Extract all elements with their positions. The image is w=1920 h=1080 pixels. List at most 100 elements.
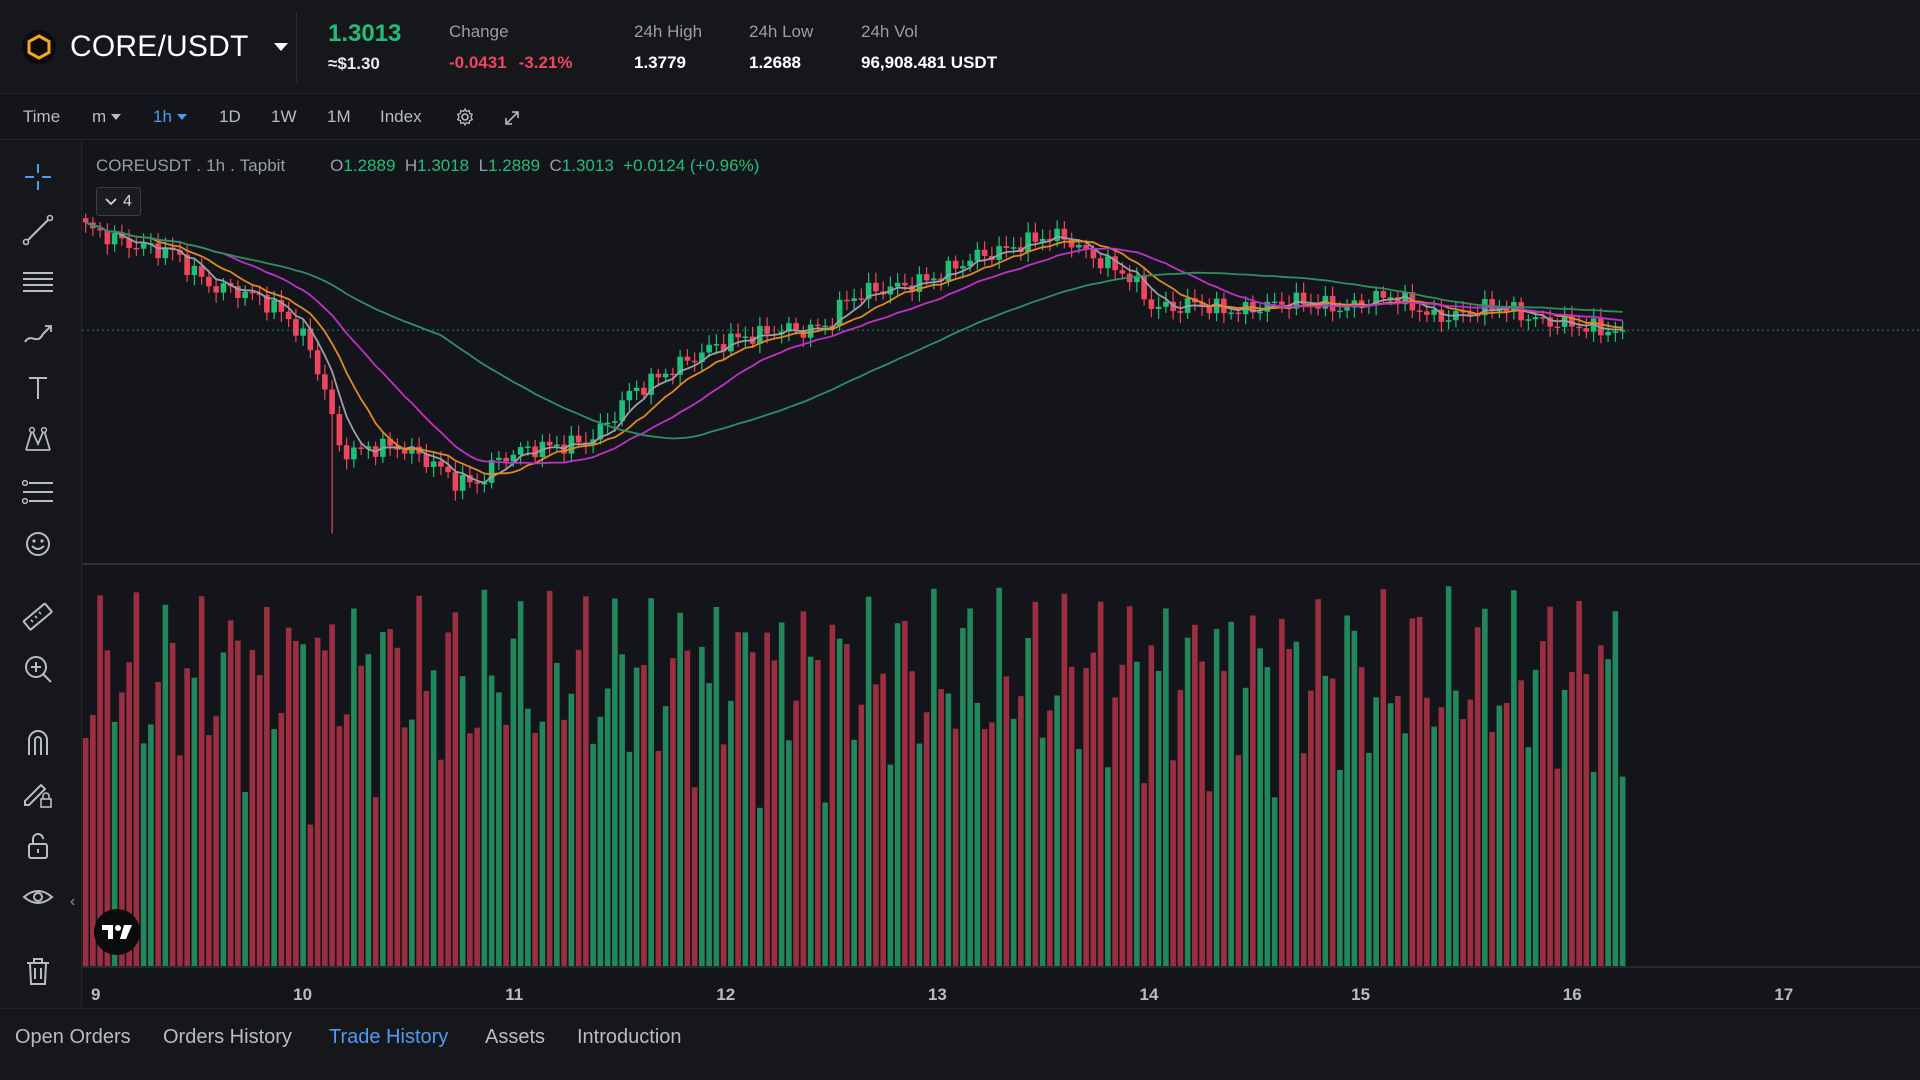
- tab-assets[interactable]: Assets: [485, 1026, 546, 1048]
- volume-bar: [307, 824, 314, 966]
- brush-tool[interactable]: [18, 315, 58, 355]
- settings-gear-icon[interactable]: [455, 107, 475, 127]
- volume-bar: [865, 596, 872, 966]
- candle-body: [938, 278, 944, 281]
- volume-bar: [1199, 661, 1205, 966]
- volume-bar: [1192, 624, 1198, 966]
- candle-body: [503, 457, 509, 462]
- emoji-icon: [26, 532, 50, 556]
- visibility-tool[interactable]: [18, 878, 58, 918]
- volume-bar: [351, 608, 357, 966]
- volume-bar: [1003, 676, 1010, 966]
- volume-bar: [314, 637, 321, 966]
- volume-bar: [438, 759, 444, 966]
- candle-body: [1532, 317, 1539, 320]
- candle-body: [1438, 309, 1445, 322]
- candle-body: [1090, 249, 1097, 259]
- candle-body: [1554, 326, 1561, 329]
- volume-bar: [1228, 621, 1234, 966]
- horizontal-lines-tool[interactable]: [18, 262, 58, 302]
- volume-bar: [960, 627, 966, 966]
- volume-bar: [1148, 645, 1155, 966]
- candle-body: [1540, 317, 1546, 319]
- emoji-tool[interactable]: [18, 524, 58, 564]
- volume-bar: [1039, 737, 1046, 966]
- lock-drawing-icon: [24, 783, 52, 808]
- volume-bar: [1518, 680, 1524, 966]
- tab-introduction[interactable]: Introduction: [577, 1026, 682, 1048]
- interval-time[interactable]: Time: [23, 107, 60, 127]
- volume-bar: [452, 612, 459, 966]
- tab-open-orders[interactable]: Open Orders: [15, 1026, 131, 1048]
- indicator-count: 4: [123, 192, 132, 210]
- fib-tool[interactable]: [18, 472, 58, 512]
- legend-symbol: COREUSDT: [96, 156, 192, 175]
- volume-bar: [481, 589, 488, 966]
- tab-trade-history[interactable]: Trade History: [329, 1026, 449, 1048]
- text-icon: [29, 377, 47, 399]
- text-tool[interactable]: [18, 367, 58, 407]
- volume-bar: [1329, 678, 1336, 966]
- interval-1w[interactable]: 1W: [271, 107, 297, 127]
- interval-minutes[interactable]: m: [92, 107, 122, 127]
- tab-orders-history[interactable]: Orders History: [163, 1026, 292, 1048]
- volume-bar: [271, 729, 277, 966]
- volume-bar: [140, 743, 147, 966]
- volume-bar: [1337, 769, 1343, 966]
- ruler-tool[interactable]: [18, 597, 58, 637]
- candle-body: [1337, 310, 1343, 313]
- candle-body: [329, 389, 335, 415]
- legend-interval: 1h: [206, 156, 226, 175]
- magnet-tool[interactable]: [18, 722, 58, 762]
- volume-bar: [126, 662, 132, 966]
- candle-body: [459, 475, 466, 491]
- candle-body: [1097, 258, 1104, 269]
- lock-drawing-tool[interactable]: [18, 774, 58, 814]
- volume-bar: [1315, 599, 1321, 966]
- trend-line-tool[interactable]: [18, 210, 58, 250]
- unlock-tool[interactable]: [18, 826, 58, 866]
- candle-body: [1387, 297, 1394, 299]
- candle-body: [1083, 244, 1089, 250]
- candlestick-chart-svg: 9 10 11 12 13 14 15 16 17: [82, 213, 1920, 1004]
- tradingview-logo[interactable]: [94, 909, 140, 955]
- high-value: 1.3779: [634, 53, 686, 72]
- price-chart[interactable]: 9 10 11 12 13 14 15 16 17: [82, 141, 1920, 1007]
- index-button[interactable]: Index: [380, 107, 422, 127]
- volume-bar: [873, 684, 879, 966]
- candle-body: [655, 373, 662, 378]
- candle-body: [662, 373, 669, 378]
- delete-drawings-tool[interactable]: [18, 951, 58, 991]
- zoom-in-tool[interactable]: [18, 649, 58, 689]
- candle-body: [996, 246, 1002, 260]
- candle-body: [532, 446, 538, 458]
- candle-body: [1061, 228, 1068, 240]
- interval-1m[interactable]: 1M: [327, 107, 351, 127]
- volume-bar: [1300, 753, 1307, 966]
- volume-bar: [1076, 749, 1082, 966]
- candle-body: [1134, 276, 1140, 283]
- unlock-icon: [28, 833, 48, 859]
- crosshair-icon: [25, 164, 51, 190]
- collapse-toolbar-icon[interactable]: ‹: [70, 893, 76, 910]
- indicator-toggle[interactable]: 4: [96, 187, 141, 216]
- candle-body: [213, 286, 219, 293]
- volume-bar: [343, 714, 350, 966]
- volume-bar: [597, 716, 604, 966]
- candle-body: [1003, 246, 1010, 249]
- volume-bar: [198, 596, 205, 966]
- fib-icon: [21, 479, 53, 505]
- candle-body: [1163, 301, 1169, 307]
- candle-body: [612, 421, 618, 423]
- x-tick-label: 11: [505, 985, 523, 1004]
- pair-selector[interactable]: CORE/USDT: [22, 30, 289, 64]
- pattern-tool[interactable]: [18, 419, 58, 459]
- candle-body: [438, 461, 444, 467]
- interval-1d[interactable]: 1D: [219, 107, 241, 127]
- volume-bar: [1467, 699, 1474, 966]
- volume-bar: [1351, 630, 1358, 966]
- fullscreen-icon[interactable]: [502, 108, 522, 128]
- chevron-down-icon: [105, 197, 117, 205]
- crosshair-tool[interactable]: [18, 157, 58, 197]
- interval-1h[interactable]: 1h: [153, 107, 187, 127]
